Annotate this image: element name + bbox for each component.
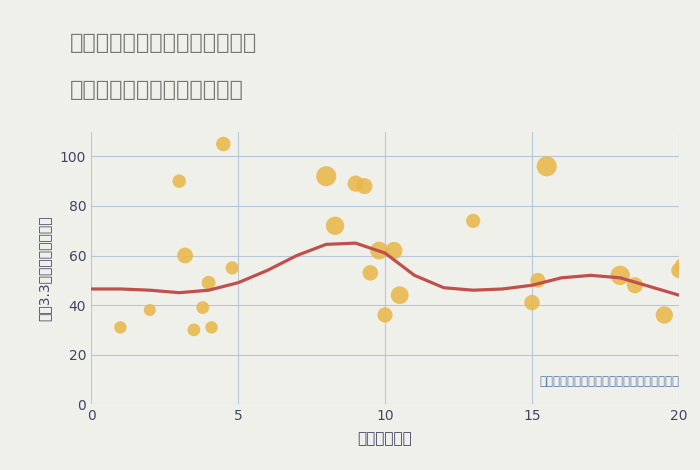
Point: [227, 264, 238, 272]
Y-axis label: 坪（3.3㎡）単価（万円）: 坪（3.3㎡）単価（万円）: [37, 215, 51, 321]
Point: [206, 324, 217, 331]
X-axis label: 駅距離（分）: 駅距離（分）: [358, 431, 412, 446]
Point: [174, 177, 185, 185]
Point: [350, 180, 361, 188]
Point: [659, 311, 670, 319]
Point: [188, 326, 199, 334]
Point: [115, 324, 126, 331]
Point: [615, 272, 626, 279]
Text: 円の大きさは、取引のあった物件面積を示す: 円の大きさは、取引のあった物件面積を示す: [539, 375, 679, 388]
Point: [394, 291, 405, 299]
Point: [374, 247, 385, 254]
Text: 千葉県千葉市若葉区加曽利町の: 千葉県千葉市若葉区加曽利町の: [70, 33, 258, 53]
Point: [468, 217, 479, 225]
Point: [673, 266, 685, 274]
Point: [179, 252, 190, 259]
Point: [359, 182, 370, 190]
Point: [526, 299, 538, 306]
Point: [330, 222, 341, 229]
Point: [629, 282, 641, 289]
Point: [203, 279, 214, 287]
Point: [532, 276, 543, 284]
Text: 駅距離別中古マンション価格: 駅距離別中古マンション価格: [70, 80, 244, 100]
Point: [379, 311, 391, 319]
Point: [365, 269, 376, 277]
Point: [144, 306, 155, 314]
Point: [389, 247, 400, 254]
Point: [676, 262, 687, 269]
Point: [218, 140, 229, 148]
Point: [541, 163, 552, 170]
Point: [321, 172, 332, 180]
Point: [197, 304, 209, 311]
